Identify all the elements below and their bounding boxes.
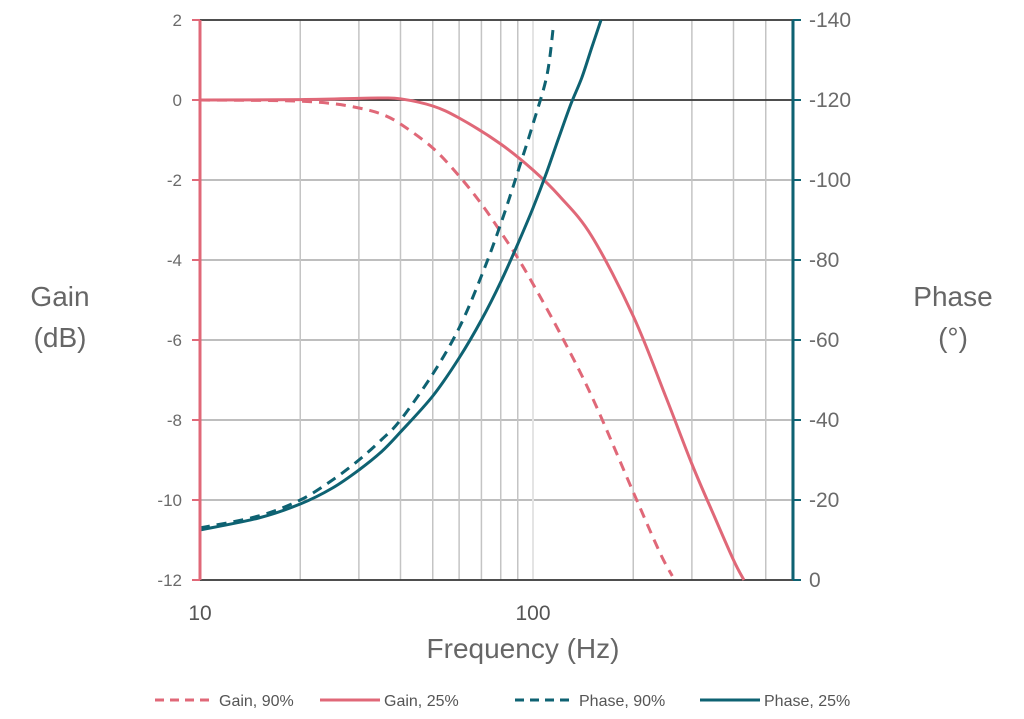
gain-tick-label: -12 — [157, 571, 182, 590]
frequency-tick-label: 100 — [515, 602, 550, 625]
left-axis-title-line-1: Gain — [30, 281, 89, 312]
phase-tick-label: 0 — [809, 569, 821, 592]
series-layer — [199, 19, 746, 581]
gain-tick-label: -8 — [167, 411, 182, 430]
gain-tick-label: 0 — [173, 91, 182, 110]
phase-tick-label: -100 — [809, 169, 851, 192]
series-line-phase-90 — [199, 27, 555, 530]
axes-layer — [192, 19, 801, 581]
phase-tick-label: -60 — [809, 329, 839, 352]
phase-tick-label: -120 — [809, 89, 851, 112]
legend-label: Phase, 90% — [579, 693, 665, 710]
phase-tick-label: -140 — [809, 9, 851, 32]
gain-tick-label: -10 — [157, 491, 182, 510]
left-axis-title-line-2: (dB) — [34, 322, 87, 353]
series-line-phase-25 — [199, 19, 603, 532]
legend-label: Phase, 25% — [764, 693, 850, 710]
gain-tick-label: -2 — [167, 171, 182, 190]
frequency-tick-label: 10 — [188, 602, 211, 625]
gain-tick-label: -4 — [167, 251, 182, 270]
legend-label: Gain, 25% — [384, 693, 459, 710]
series-line-gain-25 — [199, 96, 746, 581]
phase-tick-label: -80 — [809, 249, 839, 272]
legend-label: Gain, 90% — [219, 693, 294, 710]
phase-tick-label: -20 — [809, 489, 839, 512]
right-axis-title-line-1: Phase — [913, 281, 992, 312]
phase-tick-label: -40 — [809, 409, 839, 432]
x-axis-title: Frequency (Hz) — [427, 633, 620, 664]
right-axis-title-line-2: (°) — [938, 322, 968, 353]
right-tick-labels: -140 -120 -100 -80 -60 -40 -20 0 — [809, 9, 851, 592]
x-tick-labels: 10 100 — [188, 602, 550, 625]
gain-tick-label: -6 — [167, 331, 182, 350]
gain-tick-label: 2 — [173, 11, 182, 30]
series-line-gain-90 — [199, 98, 674, 577]
legend: Gain, 90% Gain, 25% Phase, 90% Phase, 25% — [155, 693, 850, 710]
left-tick-labels: 2 0 -2 -4 -6 -8 -10 -12 — [157, 11, 182, 590]
